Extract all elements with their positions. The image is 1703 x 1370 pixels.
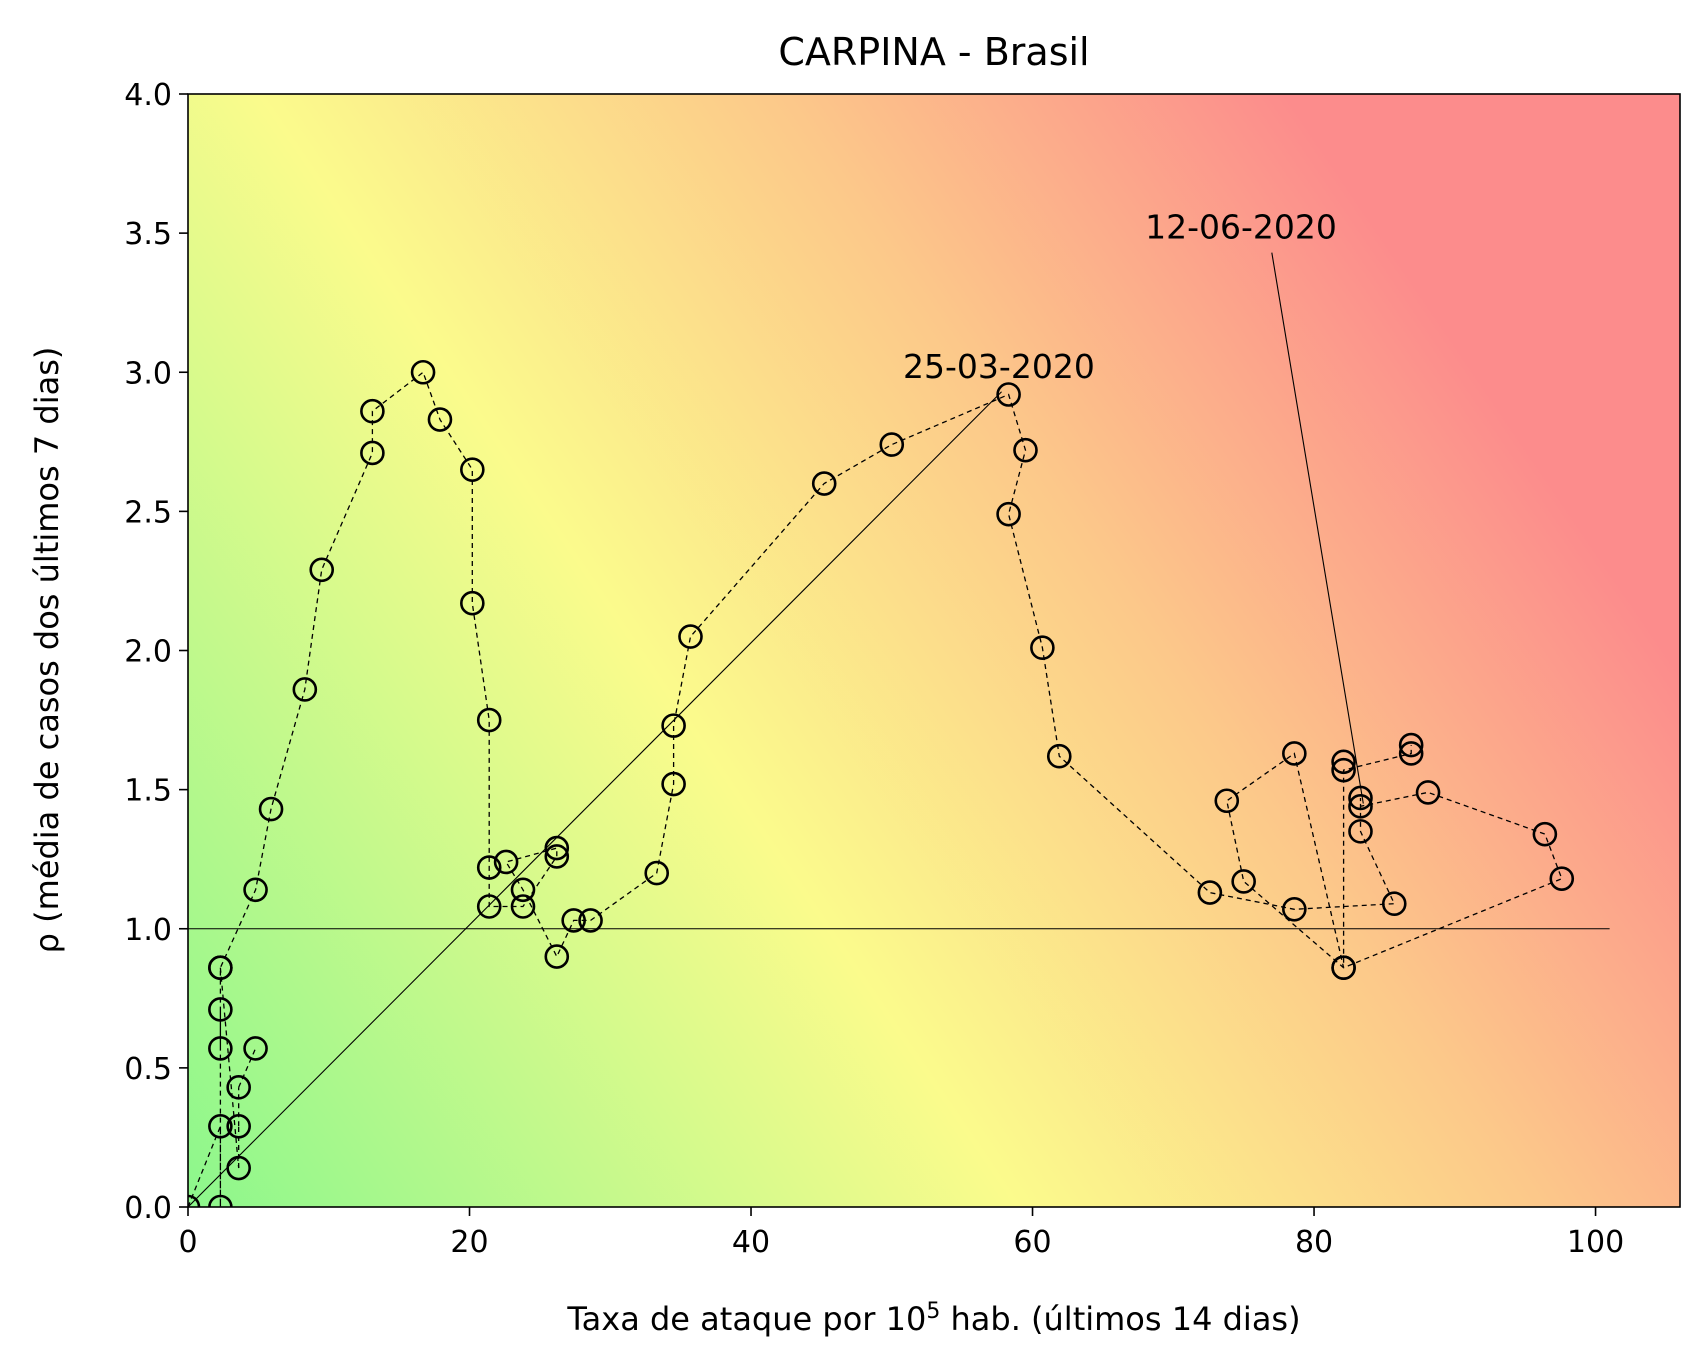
- data-point: [493, 849, 519, 875]
- data-point: [1549, 866, 1575, 891]
- data-point: [544, 835, 570, 861]
- data-point: [427, 407, 453, 432]
- data-point: [243, 1036, 268, 1061]
- data-point: [1398, 732, 1424, 758]
- data-point: [360, 398, 385, 424]
- data-point: [811, 471, 837, 496]
- data-point: [644, 860, 670, 886]
- y-tick-label: 2.5: [124, 495, 172, 530]
- y-tick-label: 1.5: [124, 774, 172, 809]
- y-tick-label: 3.0: [124, 356, 172, 391]
- annotation-label: 12-06-2020: [1145, 208, 1337, 247]
- annotation-label: 25-03-2020: [903, 347, 1095, 386]
- data-point: [1231, 869, 1256, 894]
- y-tick-label: 1.0: [124, 913, 172, 948]
- data-point: [243, 877, 268, 903]
- data-point: [1013, 437, 1038, 463]
- data-point: [460, 457, 485, 482]
- x-tick-label: 80: [1295, 1225, 1333, 1260]
- y-tick-label: 4.0: [124, 78, 172, 113]
- data-point: [1348, 819, 1373, 844]
- x-tick-label: 0: [178, 1225, 197, 1260]
- data-point: [510, 894, 536, 919]
- x-tick-label: 100: [1567, 1225, 1624, 1260]
- data-point: [678, 624, 703, 649]
- data-point: [661, 713, 686, 738]
- y-tick-label: 2.0: [124, 635, 172, 670]
- data-point: [410, 359, 436, 385]
- data-point: [544, 944, 570, 969]
- y-tick-label: 0.0: [124, 1191, 172, 1226]
- data-point: [226, 1075, 251, 1100]
- annotation-arrow: [1271, 252, 1364, 804]
- data-point: [258, 796, 284, 822]
- data-point: [544, 844, 570, 869]
- data-point: [208, 955, 233, 981]
- data-point: [309, 557, 335, 583]
- data-point: [226, 1155, 251, 1181]
- data-point: [208, 1036, 233, 1061]
- data-point: [1197, 880, 1223, 905]
- x-axis-label-superscript: 5: [926, 1299, 940, 1324]
- plot-background: [188, 94, 1680, 1207]
- data-point: [1381, 891, 1407, 917]
- data-point: [1030, 635, 1055, 661]
- data-point: [1331, 757, 1356, 783]
- data-point: [476, 855, 502, 880]
- chart-title: CARPINA - Brasil: [778, 30, 1089, 74]
- data-point: [1331, 955, 1356, 981]
- data-point: [1331, 749, 1356, 775]
- y-tick-label: 0.5: [124, 1052, 172, 1087]
- data-point: [476, 707, 502, 733]
- data-point: [476, 894, 502, 919]
- data-point: [661, 771, 686, 797]
- data-point: [578, 908, 603, 933]
- data-point: [460, 590, 485, 616]
- data-point: [226, 1114, 251, 1139]
- annotation-arrow: [188, 391, 1002, 1207]
- data-point: [1282, 896, 1307, 922]
- trajectory-segment: [238, 1048, 257, 1088]
- data-point: [292, 677, 318, 702]
- data-point: [561, 908, 586, 933]
- x-tick-label: 40: [732, 1225, 770, 1260]
- data-point: [1214, 788, 1240, 814]
- data-point: [1348, 794, 1373, 819]
- data-point: [996, 501, 1021, 527]
- data-point: [1532, 821, 1558, 847]
- data-point: [1415, 780, 1441, 805]
- data-point: [1046, 743, 1072, 769]
- x-axis-label: Taxa de ataque por 105 hab. (últimos 14 …: [566, 1299, 1300, 1338]
- data-point: [208, 1114, 233, 1139]
- data-point: [208, 997, 233, 1022]
- trajectory-line: [188, 371, 1563, 1207]
- data-point: [1282, 741, 1307, 766]
- data-point: [1348, 785, 1373, 811]
- data-point: [360, 440, 385, 466]
- y-tick-label: 3.5: [124, 217, 172, 252]
- x-tick-label: 20: [450, 1225, 488, 1260]
- data-point: [510, 877, 536, 903]
- y-axis-label: ρ (média de casos dos últimos 7 dias): [28, 347, 66, 954]
- trajectory-segment: [219, 967, 240, 1169]
- data-point: [996, 382, 1021, 407]
- data-point: [208, 1194, 233, 1207]
- data-point: [879, 432, 905, 457]
- data-point: [1398, 741, 1424, 766]
- x-tick-label: 60: [1013, 1225, 1051, 1260]
